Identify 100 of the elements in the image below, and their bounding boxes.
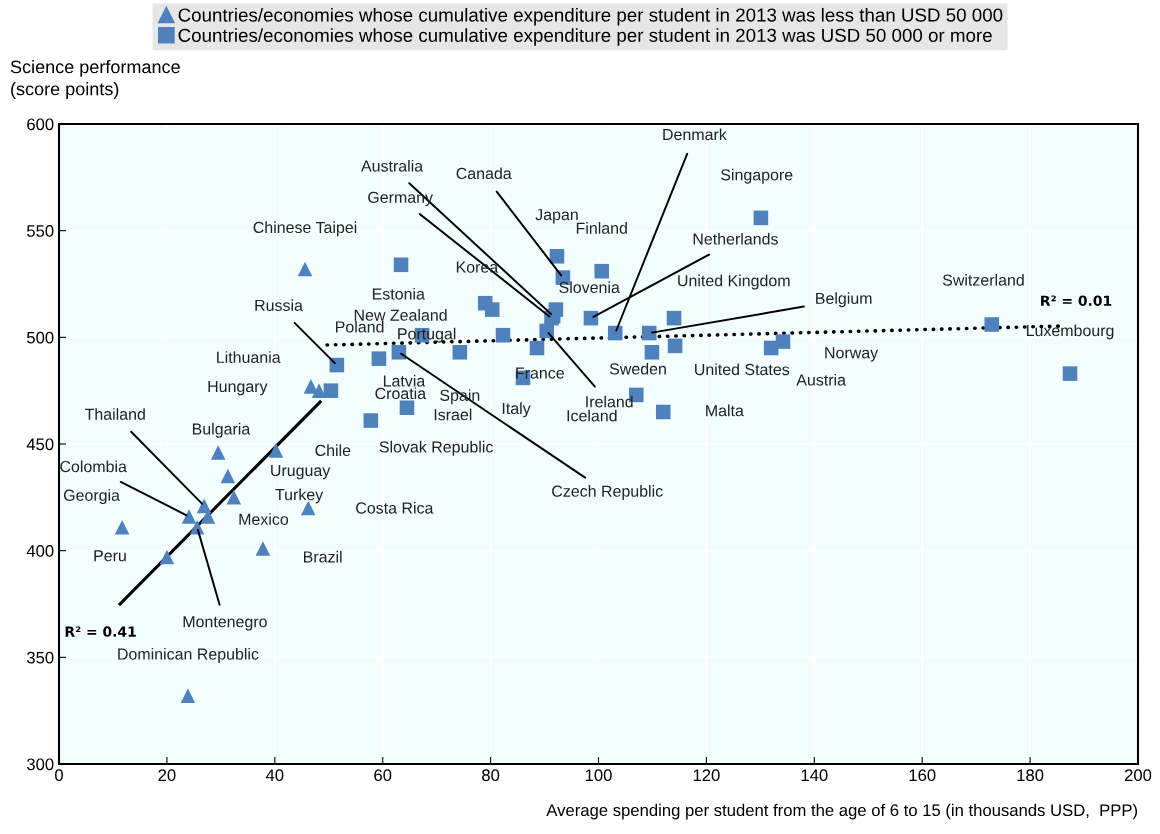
point [391,344,407,360]
annotation: R² = 0.01 [1041,295,1112,306]
point [667,338,683,354]
point [220,468,236,484]
x-tick-label: 40 [265,769,284,782]
annotation: Hungary [208,380,268,396]
point [399,400,415,416]
annotation: Latvia [383,374,426,387]
annotation: Singapore [721,168,793,184]
point [180,688,196,704]
annotation: Brazil [303,550,342,563]
point [484,302,500,317]
x-tick-label: 180 [1017,769,1044,782]
annotation: Uruguay [271,464,331,480]
annotation: Mexico [239,513,289,525]
legend-label: Countries/economies whose cumulative expenditure per student in 2013 was USD 50 000 or more [178,28,992,46]
annotation: United Kingdom [678,274,790,290]
point [393,257,409,273]
point [210,445,226,460]
x-tick-label: 140 [801,769,828,782]
annotation: Canada [456,167,512,180]
annotation: Montenegro [183,616,267,631]
annotation: Czech Republic [552,485,663,500]
annotation: Poland [336,320,384,333]
annotation: Slovak Republic [379,440,493,456]
annotation: Slovenia [559,281,620,294]
point [594,263,610,279]
point [114,519,130,535]
y-tick-label: 400 [26,545,54,557]
y-tick-label: 450 [26,438,54,451]
annotation: Russia [255,299,303,312]
point [268,443,284,458]
x-tick-label: 100 [585,769,612,782]
annotation: France [516,367,564,379]
annotation: Dominican Republic [118,648,259,663]
annotation: R² = 0.41 [65,626,136,637]
legend-label: Countries/economies whose cumulative expenditure per student in 2013 was less than USD 50 000 [178,7,1003,26]
point [753,210,769,226]
x-tick-label: 0 [55,769,63,782]
annotation: Costa Rica [356,501,434,514]
y-tick-label: 600 [27,118,54,131]
point [452,344,468,360]
x-tick-label: 60 [374,769,392,782]
x-axis-title: Average spending per student from the age of 6 to 15 (in thousands USD, PPP) [546,803,1138,820]
point [655,404,671,420]
annotation: Ireland [586,395,633,408]
annotation: Bulgaria [192,422,251,438]
point [644,344,660,360]
annotation: Chile [315,444,351,457]
point [549,248,565,264]
point [363,413,379,428]
annotation: Switzerland [942,274,1024,286]
annotation: Israel [434,408,472,421]
annotation: United States [695,363,790,376]
annotation: Luxembourg [1026,324,1114,340]
point [607,325,623,341]
annotation: Turkey [275,488,324,504]
point [495,327,511,343]
point [529,340,545,356]
point [159,549,175,565]
point [1062,366,1078,381]
annotation: Austria [796,373,846,386]
y-tick-label: 550 [27,225,54,237]
x-tick-label: 120 [693,769,720,782]
y-axis-title: Science performance (score points) [10,60,180,99]
y-tick-label: 300 [26,758,54,771]
annotation: New Zealand [354,309,447,321]
annotation: Thailand [84,408,145,420]
point [984,317,1000,332]
point [371,351,387,366]
y-tick-label: 500 [27,331,54,344]
point [539,323,554,339]
point [311,383,327,398]
annotation: Georgia [63,489,120,505]
point [323,383,339,398]
annotation: Colombia [60,460,127,473]
point [775,334,791,349]
annotation: Lithuania [217,351,281,364]
annotation: Norway [825,347,879,362]
annotation: Italy [502,402,531,418]
annotation: Iceland [567,409,617,422]
annotation: Netherlands [693,232,778,245]
annotation: Australia [361,159,424,172]
point [297,261,313,277]
annotation: Estonia [372,287,425,300]
annotation: Finland [576,222,627,234]
point [226,490,242,505]
annotation: Chinese Taipei [253,221,357,237]
annotation: Japan [535,209,578,224]
annotation: Belgium [816,292,872,308]
annotation: Peru [94,550,126,562]
y-tick-label: 350 [26,651,54,664]
annotation: Denmark [663,128,727,141]
annotation: Sweden [609,362,666,375]
x-tick-label: 200 [1124,769,1152,782]
x-tick-label: 20 [158,769,176,782]
annotation: Croatia [375,387,427,400]
point [181,509,197,524]
x-tick-label: 160 [909,769,936,782]
annotation: Malta [706,404,744,417]
